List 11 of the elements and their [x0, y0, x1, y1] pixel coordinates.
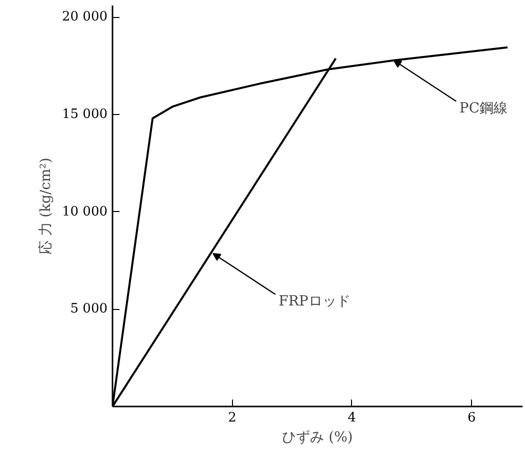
- x-tick-label: 4: [348, 410, 356, 426]
- annotation: FRPロッド: [278, 294, 350, 310]
- y-tick-label: 5 000: [70, 302, 108, 317]
- y-axis-title: 応 力 (kg/cm²): [38, 158, 54, 254]
- annotation: PC鋼線: [459, 100, 508, 117]
- x-axis-title: ひずみ (%): [282, 430, 353, 446]
- y-tick-label: 15 000: [62, 107, 108, 122]
- y-tick-label: 20 000: [62, 10, 108, 25]
- x-tick-label: 6: [467, 410, 476, 426]
- y-tick-label: 10 000: [62, 204, 108, 220]
- x-tick-label: 2: [228, 410, 236, 426]
